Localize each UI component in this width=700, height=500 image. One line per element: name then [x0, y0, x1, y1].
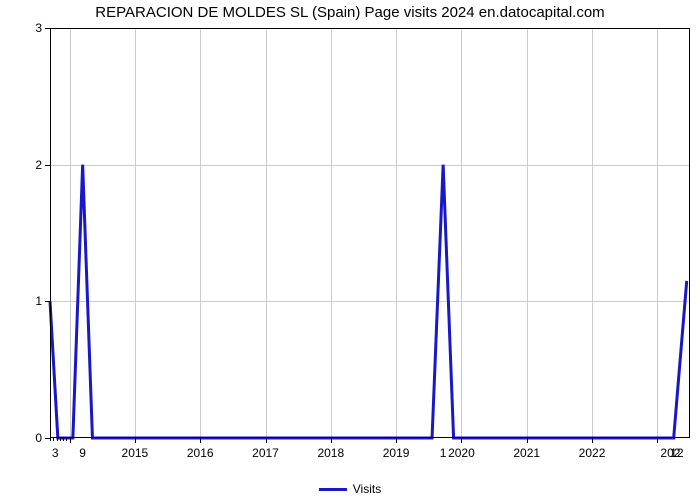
x-tick-label: 2017: [252, 446, 279, 460]
y-tick-mark: [45, 165, 50, 166]
x-tick-label: 2021: [513, 446, 540, 460]
x-minor-tick: [53, 438, 54, 441]
plot-frame-rect: [51, 29, 690, 438]
y-tick-mark: [45, 301, 50, 302]
x-tick-label: 2018: [317, 446, 344, 460]
x-tick-mark: [135, 438, 136, 443]
data-point-label: 3: [52, 446, 59, 460]
y-tick-label: 0: [0, 431, 42, 445]
x-tick-mark: [657, 438, 658, 443]
x-minor-tick: [60, 438, 61, 441]
x-tick-mark: [200, 438, 201, 443]
legend-swatch: [319, 488, 347, 491]
chart-title: REPARACION DE MOLDES SL (Spain) Page vis…: [0, 4, 700, 21]
x-tick-label: 2019: [383, 446, 410, 460]
x-tick-label: 2015: [122, 446, 149, 460]
data-point-label: 9: [79, 446, 86, 460]
x-tick-mark: [461, 438, 462, 443]
x-minor-tick: [63, 438, 64, 441]
x-minor-tick: [57, 438, 58, 441]
y-tick-label: 2: [0, 158, 42, 172]
y-tick-label: 1: [0, 294, 42, 308]
x-tick-mark: [592, 438, 593, 443]
x-tick-mark: [396, 438, 397, 443]
x-tick-mark: [331, 438, 332, 443]
y-tick-label: 3: [0, 21, 42, 35]
y-tick-mark: [45, 28, 50, 29]
legend-label: Visits: [353, 482, 381, 496]
plot-area: [50, 28, 690, 438]
x-tick-label: 2022: [579, 446, 606, 460]
legend: Visits: [0, 481, 700, 496]
data-point-label: 12: [670, 446, 683, 460]
x-tick-mark: [70, 438, 71, 443]
plot-border: [50, 28, 690, 438]
x-tick-label: 2020: [448, 446, 475, 460]
x-tick-label: 2016: [187, 446, 214, 460]
x-tick-mark: [266, 438, 267, 443]
data-point-label: 1: [440, 446, 447, 460]
x-tick-mark: [527, 438, 528, 443]
x-minor-tick: [50, 438, 51, 441]
x-minor-tick: [66, 438, 67, 441]
